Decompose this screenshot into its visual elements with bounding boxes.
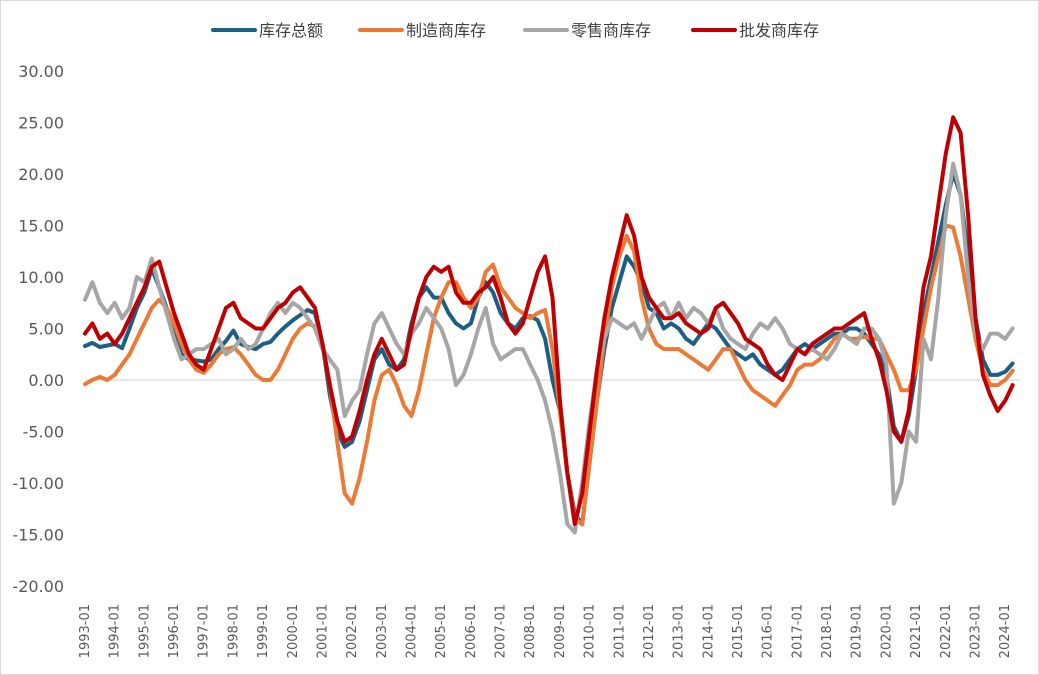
x-tick-label: 1994-01 [108,604,123,658]
x-tick-label: 2010-01 [583,604,598,658]
series-lines [83,115,1015,535]
y-tick-label: 15.00 [18,217,64,236]
x-tick-label: 2021-01 [909,604,924,658]
x-tick-label: 2003-01 [375,604,390,658]
x-tick-label: 1998-01 [226,604,241,658]
x-tick-label: 2011-01 [612,604,627,658]
x-tick-label: 2012-01 [642,604,657,658]
y-tick-label: 30.00 [18,62,64,81]
legend-label: 库存总额 [259,21,323,40]
x-tick-label: 2024-01 [998,604,1013,658]
series-line-2 [83,161,1015,535]
y-tick-label: -5.00 [23,423,64,442]
x-tick-label: 2004-01 [405,604,420,658]
x-tick-label: 2006-01 [464,604,479,658]
x-tick-label: 2017-01 [790,604,805,658]
legend-label: 零售商库存 [571,21,651,40]
legend-item: 批发商库存 [691,21,819,40]
legend-item: 库存总额 [211,21,323,40]
x-tick-label: 2002-01 [345,604,360,658]
legend-label: 批发商库存 [739,21,819,40]
y-tick-label: -10.00 [12,474,64,493]
x-tick-label: 2015-01 [731,604,746,658]
legend-label: 制造商库存 [406,21,486,40]
x-tick-label: 1997-01 [197,604,212,658]
x-tick-label: 2016-01 [761,604,776,658]
y-tick-label: 5.00 [28,320,64,339]
x-tick-label: 2014-01 [701,604,716,658]
x-tick-label: 1999-01 [256,604,271,658]
x-tick-label: 1996-01 [167,604,182,658]
x-tick-label: 2020-01 [879,604,894,658]
y-tick-label: 0.00 [28,371,64,390]
legend-item: 零售商库存 [523,21,651,40]
series-line-3 [83,115,1015,527]
legend-item: 制造商库存 [358,21,486,40]
x-axis: 1993-01 1994-01 1995-01 1996-01 1997-01 1998-… [78,604,1013,658]
y-tick-label: -15.00 [12,526,64,545]
x-tick-label: 2005-01 [434,604,449,658]
x-tick-label: 2008-01 [523,604,538,658]
x-tick-label: 2007-01 [494,604,509,658]
legend: 库存总额 制造商库存 零售商库存 批发商库存 [211,21,819,40]
y-tick-label: -20.00 [12,577,64,596]
x-tick-label: 2018-01 [820,604,835,658]
y-tick-label: 25.00 [18,114,64,133]
x-tick-label: 1993-01 [78,604,93,658]
y-axis: 30.00 25.00 20.00 15.00 10.00 5.00 0.00 -5.00 -1… [12,62,1020,596]
x-tick-label: 2013-01 [672,604,687,658]
x-tick-label: 1995-01 [137,604,152,658]
x-tick-label: 2001-01 [315,604,330,658]
x-tick-label: 2019-01 [850,604,865,658]
x-tick-label: 2000-01 [286,604,301,658]
x-tick-label: 2023-01 [968,604,983,658]
x-tick-label: 2022-01 [939,604,954,658]
y-tick-label: 10.00 [18,268,64,287]
x-tick-label: 2009-01 [553,604,568,658]
y-tick-label: 20.00 [18,165,64,184]
